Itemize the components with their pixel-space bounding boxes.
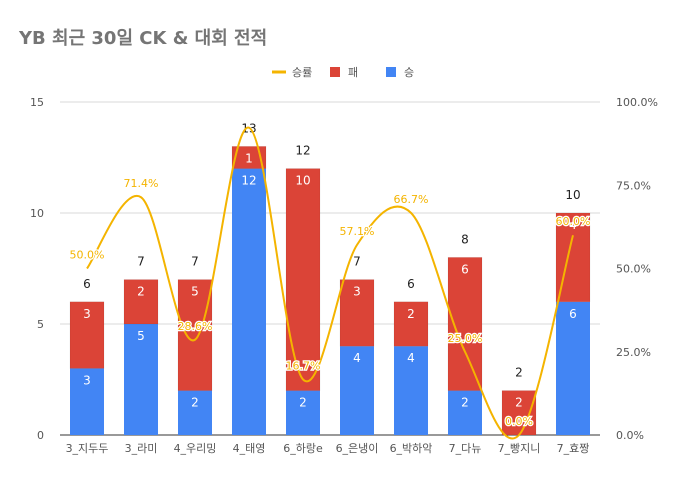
win-rate-data-label: 71.4% xyxy=(124,177,159,190)
win-data-label: 12 xyxy=(241,174,256,188)
y-right-tick-label: 50.0% xyxy=(616,263,651,276)
bar-loss xyxy=(69,301,105,369)
y-right-tick-label: 25.0% xyxy=(616,346,651,359)
loss-data-label: 3 xyxy=(353,285,361,299)
x-tick-label: 7_효짱 xyxy=(557,442,590,455)
total-data-label: 6 xyxy=(407,277,415,291)
x-tick-label: 6_박하악 xyxy=(390,441,433,455)
win-data-label: 3 xyxy=(83,373,91,387)
win-rate-data-label: 60.0% xyxy=(556,215,591,228)
win-rate-data-label: 0.0% xyxy=(505,415,533,428)
x-tick-label: 3_라미 xyxy=(125,442,158,455)
win-data-label: 5 xyxy=(137,329,145,343)
win-data-label: 2 xyxy=(299,396,307,410)
total-data-label: 6 xyxy=(83,277,91,291)
bar-win xyxy=(448,390,482,435)
loss-data-label: 4 xyxy=(569,218,577,232)
bar-win xyxy=(556,301,590,435)
y-left-tick-label: 0 xyxy=(37,429,44,442)
loss-data-label: 2 xyxy=(515,396,523,410)
total-data-label: 2 xyxy=(515,366,523,380)
win-rate-data-label: 28.6% xyxy=(178,320,213,333)
loss-data-label: 2 xyxy=(407,307,415,321)
total-data-label: 12 xyxy=(295,144,310,158)
bar-win xyxy=(340,346,374,435)
bar-loss xyxy=(393,301,429,347)
x-tick-label: 4_태영 xyxy=(233,442,266,455)
legend-swatch-box xyxy=(386,67,396,77)
bar-loss xyxy=(123,279,159,325)
legend-swatch-box xyxy=(330,67,340,77)
loss-data-label: 5 xyxy=(191,285,199,299)
y-left-tick-label: 10 xyxy=(30,207,44,220)
total-data-label: 10 xyxy=(565,188,580,202)
x-tick-label: 3_지두두 xyxy=(66,442,109,455)
loss-data-label: 10 xyxy=(295,174,310,188)
bar-win xyxy=(70,368,104,435)
win-data-label: 2 xyxy=(461,396,469,410)
win-rate-data-label: 16.7% xyxy=(286,359,321,372)
bar-loss xyxy=(231,146,267,169)
chart-title: YB 최근 30일 CK & 대회 전적 xyxy=(19,28,268,49)
y-left-tick-label: 5 xyxy=(37,318,44,331)
win-data-label: 4 xyxy=(407,351,415,365)
win-rate-data-label: 25.0% xyxy=(448,332,483,345)
loss-data-label: 6 xyxy=(461,262,469,276)
total-data-label: 7 xyxy=(137,255,145,269)
bar-loss xyxy=(285,168,321,391)
legend-label: 승률 xyxy=(292,66,312,79)
x-tick-label: 7_빵지니 xyxy=(498,442,541,455)
loss-data-label: 2 xyxy=(137,285,145,299)
bar-win xyxy=(394,346,428,435)
total-data-label: 7 xyxy=(353,255,361,269)
legend-label: 승 xyxy=(404,66,414,79)
x-tick-label: 6_하랑e xyxy=(283,441,323,455)
win-data-label: 2 xyxy=(191,396,199,410)
total-data-label: 8 xyxy=(461,232,469,246)
bar-win xyxy=(178,390,212,435)
bar-win xyxy=(232,168,266,435)
y-right-tick-label: 100.0% xyxy=(616,96,658,109)
x-tick-label: 7_다뉴 xyxy=(449,442,482,455)
x-tick-label: 4_우리밍 xyxy=(174,442,217,455)
win-data-label: 4 xyxy=(353,351,361,365)
bar-loss xyxy=(177,279,213,391)
loss-data-label: 1 xyxy=(245,151,253,165)
win-data-label: 6 xyxy=(569,307,577,321)
bar-win xyxy=(124,324,158,435)
win-rate-data-label: 50.0% xyxy=(70,249,105,262)
y-right-tick-label: 75.0% xyxy=(616,179,651,192)
x-tick-label: 6_은냉이 xyxy=(336,442,379,455)
total-data-label: 7 xyxy=(191,255,199,269)
win-rate-line xyxy=(86,126,574,440)
y-right-tick-label: 0.0% xyxy=(616,429,644,442)
y-left-tick-label: 15 xyxy=(30,96,44,109)
loss-data-label: 3 xyxy=(83,307,91,321)
win-rate-data-label: 66.7% xyxy=(394,193,429,206)
bar-win xyxy=(286,390,320,435)
win-rate-data-label: 57.1% xyxy=(340,225,375,238)
legend-label: 패 xyxy=(348,66,358,79)
bar-loss xyxy=(339,279,375,347)
